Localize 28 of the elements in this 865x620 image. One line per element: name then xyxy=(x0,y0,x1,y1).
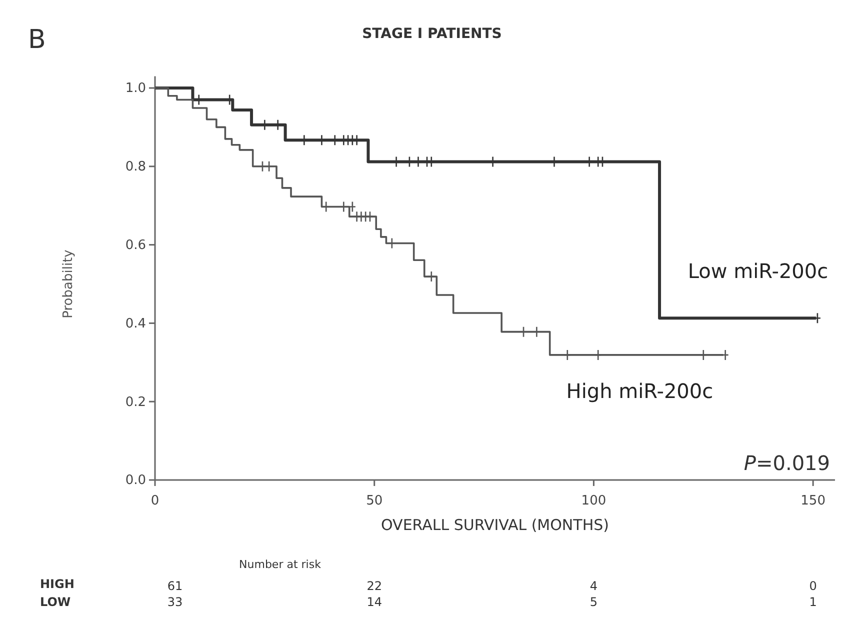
x-tick-label: 0 xyxy=(150,494,160,509)
text: 33 xyxy=(167,595,183,609)
y-tick-label: 0.8 xyxy=(125,160,146,175)
text: 0 xyxy=(809,579,817,593)
y-tick-label: 0.0 xyxy=(125,473,146,488)
y-axis-title: Probability xyxy=(61,249,76,318)
text: B xyxy=(28,25,46,55)
x-axis-title: OVERALL SURVIVAL (MONTHS) xyxy=(381,516,609,534)
series-label: High miR-200c xyxy=(566,378,714,403)
text: 14 xyxy=(366,595,382,609)
text: 22 xyxy=(366,579,382,593)
annotation: P=0.019 xyxy=(744,451,830,475)
chart-title: STAGE I PATIENTS xyxy=(362,26,502,42)
text: 61 xyxy=(167,579,183,593)
y-tick-label: 0.4 xyxy=(125,316,146,332)
x-tick-label: 50 xyxy=(366,494,383,509)
text: HIGH xyxy=(40,577,74,591)
y-tick-label: 0.2 xyxy=(125,394,146,410)
text: 1 xyxy=(809,595,817,609)
text: LOW xyxy=(40,595,71,609)
series-label: Low miR-200c xyxy=(688,259,828,284)
y-tick-label: 0.6 xyxy=(125,238,146,253)
y-tick-label: 1.0 xyxy=(125,81,146,96)
text: 5 xyxy=(590,595,598,609)
x-tick-label: 100 xyxy=(581,494,606,509)
x-tick-label: 150 xyxy=(800,494,826,509)
text: Number at risk xyxy=(239,558,322,571)
text: 4 xyxy=(590,579,598,593)
